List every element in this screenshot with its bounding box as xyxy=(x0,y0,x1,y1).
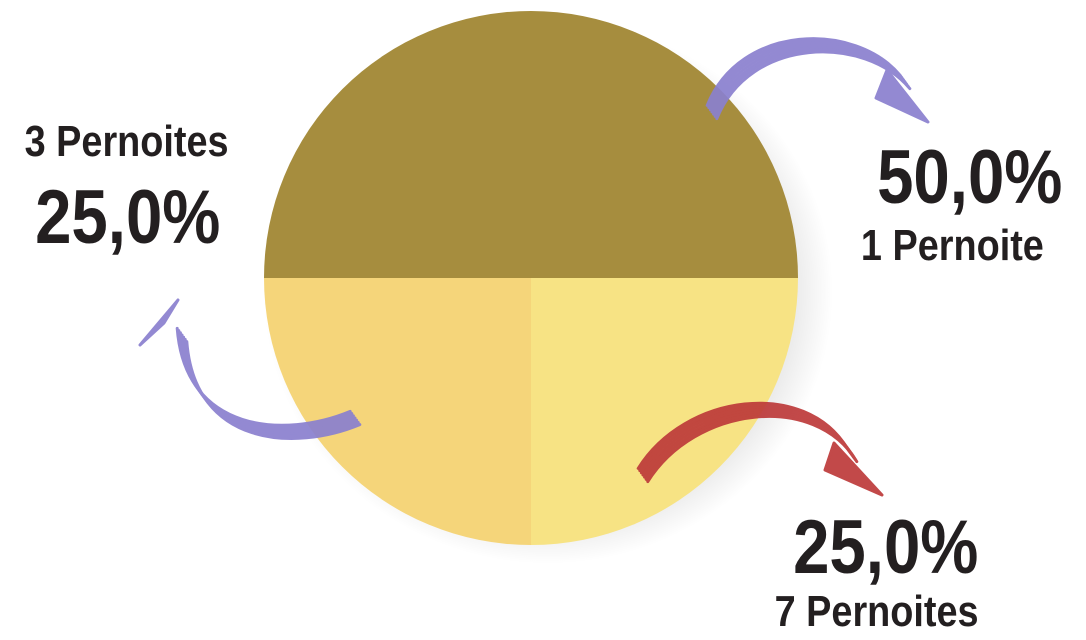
slice-percent-label-7-pernoites: 25,0% xyxy=(793,505,979,590)
arrow-3-pernoites xyxy=(138,298,362,440)
slices-layer xyxy=(264,11,798,545)
slice-label-7-pernoites: 7 Pernoites xyxy=(774,587,979,636)
pie-slice-7-pernoites xyxy=(531,278,798,545)
slice-percent-label-1-pernoite: 50,0% xyxy=(877,135,1063,220)
slice-label-3-pernoites: 3 Pernoites xyxy=(24,117,229,166)
arrow-1-pernoite xyxy=(705,37,930,124)
arrows-layer xyxy=(138,37,930,497)
arrow-7-pernoites-head xyxy=(823,441,884,497)
slice-percent-label-3-pernoites: 25,0% xyxy=(35,175,221,260)
pie-slice-1-pernoite xyxy=(264,11,798,278)
arrow-1-pernoite-head xyxy=(874,68,930,124)
slice-label-1-pernoite: 1 Pernoite xyxy=(860,221,1044,270)
arrow-3-pernoites-head xyxy=(138,298,180,347)
pie-slice-3-pernoites xyxy=(264,278,531,545)
arrow-7-pernoites xyxy=(636,401,884,497)
